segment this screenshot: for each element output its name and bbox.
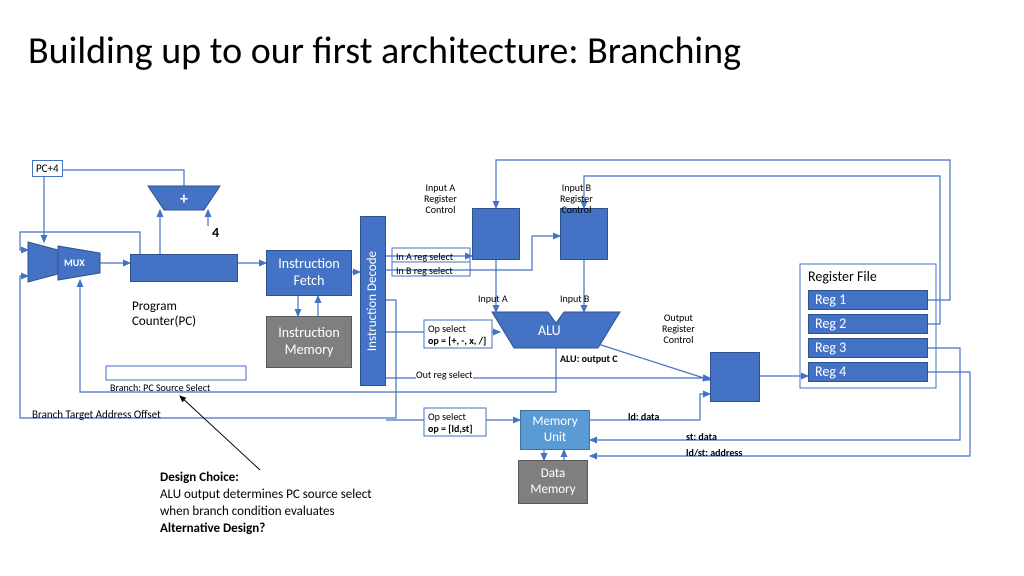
inareg-label: In A reg select [396,250,453,263]
pc-block [130,254,238,282]
pc4-label: PC+4 [32,160,63,177]
page-title: Building up to our first architecture: B… [28,28,741,74]
inputb-label: Input B [560,292,589,305]
reg4-block: Reg 4 [808,362,928,382]
mu-block: MemoryUnit [520,410,590,450]
inbreg-label: In B reg select [396,264,453,277]
opldst-label: op = [ld,st] [428,422,472,435]
alu-label: ALU [538,322,561,339]
outregctrl-block [710,352,760,402]
dm-block: DataMemory [518,460,588,504]
design-choice-annotation: Design Choice: ALU output determines PC … [160,470,372,538]
inputa-ctrl-label: Input ARegisterControl [424,182,457,215]
reg3-block: Reg 3 [808,338,928,358]
ina-control-block [472,208,520,260]
inputb-ctrl-label: Input BRegisterControl [560,182,593,215]
svg-text:+: + [180,190,188,209]
branch-label: Branch: PC Source Select [110,368,210,394]
reg2-block: Reg 2 [808,314,928,334]
four-label: 4 [212,224,219,241]
stdata-label: st: data [686,430,717,443]
bto-label: Branch Target Address Offset [32,408,161,421]
outregctrl-label: OutputRegisterControl [662,312,695,345]
regfile-label: Register File [808,268,877,285]
mux-label: MUX [64,256,85,269]
ldstaddr-label: ld/st: address [686,446,742,459]
reg1-block: Reg 1 [808,290,928,310]
aluout-label: ALU: output C [560,352,618,365]
id-block: Instruction Decode [360,216,386,386]
im-block: InstructionMemory [266,316,352,368]
pc-label: ProgramCounter(PC) [132,284,196,329]
if-block: InstructionFetch [266,250,352,296]
outregsel-label: Out reg select [416,368,473,381]
opformula-label: op = [+, -, x, /] [428,334,486,347]
inputa-label: Input A [478,292,508,305]
lddata-label: ld: data [628,410,659,423]
